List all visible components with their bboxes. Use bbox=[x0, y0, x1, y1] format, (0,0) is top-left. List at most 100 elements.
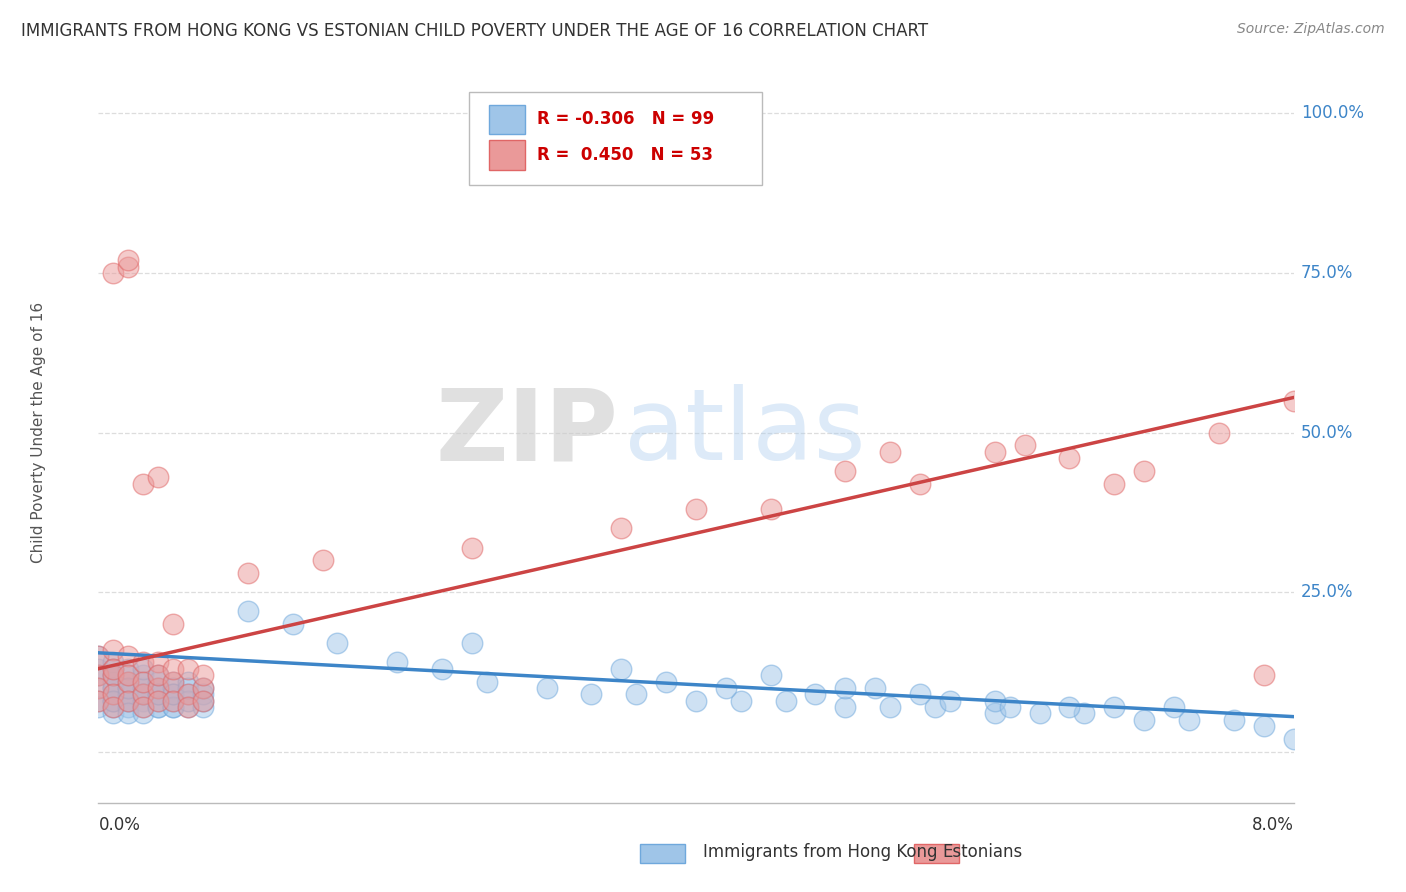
Point bbox=[103, 266, 125, 280]
Text: R = -0.306   N = 99: R = -0.306 N = 99 bbox=[537, 111, 714, 128]
Point bbox=[148, 668, 170, 682]
Point bbox=[177, 674, 200, 689]
Point bbox=[148, 681, 170, 695]
Point bbox=[103, 642, 125, 657]
Point bbox=[984, 706, 1007, 721]
Point bbox=[117, 648, 139, 663]
Point bbox=[1178, 713, 1201, 727]
Point bbox=[87, 668, 110, 682]
Point bbox=[117, 681, 139, 695]
Point bbox=[759, 668, 782, 682]
Point bbox=[148, 656, 170, 670]
Point bbox=[87, 694, 110, 708]
Point bbox=[984, 444, 1007, 458]
Point bbox=[117, 706, 139, 721]
Point bbox=[132, 687, 155, 701]
Point bbox=[191, 668, 214, 682]
Point bbox=[1223, 713, 1246, 727]
Point bbox=[132, 662, 155, 676]
Point bbox=[191, 694, 214, 708]
Point bbox=[191, 687, 214, 701]
Point bbox=[87, 662, 110, 676]
Point bbox=[132, 674, 155, 689]
Point bbox=[148, 687, 170, 701]
Point bbox=[87, 648, 110, 663]
Point bbox=[117, 674, 139, 689]
Point bbox=[1014, 438, 1036, 452]
Point bbox=[191, 694, 214, 708]
Text: ZIP: ZIP bbox=[436, 384, 619, 481]
Point bbox=[191, 700, 214, 714]
Point bbox=[132, 694, 155, 708]
Point bbox=[117, 674, 139, 689]
Point bbox=[103, 687, 125, 701]
Point bbox=[117, 700, 139, 714]
Point bbox=[1163, 700, 1185, 714]
Point bbox=[759, 502, 782, 516]
Point bbox=[117, 687, 139, 701]
Point bbox=[177, 700, 200, 714]
Point bbox=[103, 687, 125, 701]
Point bbox=[103, 656, 125, 670]
Point bbox=[311, 553, 333, 567]
Point bbox=[1059, 700, 1081, 714]
Point bbox=[103, 662, 125, 676]
Point bbox=[536, 681, 558, 695]
Point bbox=[103, 668, 125, 682]
Point bbox=[908, 476, 931, 491]
Point bbox=[1104, 700, 1126, 714]
Point bbox=[865, 681, 887, 695]
Point bbox=[103, 706, 125, 721]
Point bbox=[148, 674, 170, 689]
Text: 25.0%: 25.0% bbox=[1301, 583, 1353, 601]
Point bbox=[117, 668, 139, 682]
Point bbox=[924, 700, 946, 714]
Point bbox=[834, 464, 856, 478]
Point bbox=[103, 694, 125, 708]
Point bbox=[326, 636, 349, 650]
Point bbox=[162, 687, 184, 701]
Point bbox=[162, 694, 184, 708]
FancyBboxPatch shape bbox=[470, 92, 762, 185]
Point bbox=[1133, 464, 1156, 478]
Point bbox=[148, 687, 170, 701]
Point bbox=[162, 674, 184, 689]
Point bbox=[177, 700, 200, 714]
Point bbox=[177, 687, 200, 701]
Point bbox=[132, 674, 155, 689]
Point bbox=[87, 681, 110, 695]
Point bbox=[132, 656, 155, 670]
Point bbox=[177, 681, 200, 695]
Point bbox=[132, 681, 155, 695]
Point bbox=[939, 694, 962, 708]
Text: 50.0%: 50.0% bbox=[1301, 424, 1353, 442]
Point bbox=[162, 700, 184, 714]
Point bbox=[87, 694, 110, 708]
Point bbox=[103, 681, 125, 695]
Point bbox=[87, 668, 110, 682]
Point bbox=[1208, 425, 1230, 440]
Text: 75.0%: 75.0% bbox=[1301, 264, 1353, 282]
Text: Child Poverty Under the Age of 16: Child Poverty Under the Age of 16 bbox=[31, 302, 46, 563]
Point bbox=[87, 648, 110, 663]
Point bbox=[191, 681, 214, 695]
Point bbox=[685, 502, 707, 516]
Point bbox=[714, 681, 737, 695]
Point bbox=[804, 687, 827, 701]
FancyBboxPatch shape bbox=[489, 104, 524, 135]
Point bbox=[626, 687, 648, 701]
Point bbox=[132, 687, 155, 701]
Point bbox=[475, 674, 498, 689]
Point bbox=[132, 687, 155, 701]
Point bbox=[281, 617, 304, 632]
Point bbox=[148, 700, 170, 714]
Point bbox=[103, 668, 125, 682]
Point bbox=[103, 674, 125, 689]
Text: Estonians: Estonians bbox=[942, 843, 1022, 861]
Point bbox=[984, 694, 1007, 708]
Text: IMMIGRANTS FROM HONG KONG VS ESTONIAN CHILD POVERTY UNDER THE AGE OF 16 CORRELAT: IMMIGRANTS FROM HONG KONG VS ESTONIAN CH… bbox=[21, 22, 928, 40]
Point bbox=[148, 694, 170, 708]
Point bbox=[117, 694, 139, 708]
Point bbox=[685, 694, 707, 708]
Point bbox=[103, 681, 125, 695]
